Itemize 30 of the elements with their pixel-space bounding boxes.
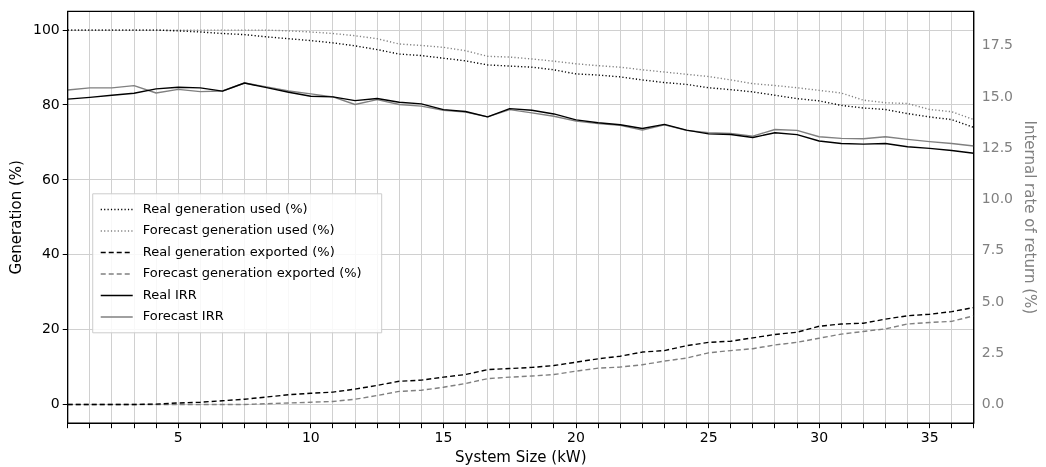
legend-label: Forecast generation used (%) bbox=[142, 222, 335, 238]
legend-label: Real generation used (%) bbox=[142, 200, 308, 216]
x-tick-label: 30 bbox=[810, 429, 829, 446]
legend-label: Real IRR bbox=[142, 286, 197, 302]
y2-tick-label: 5.0 bbox=[981, 292, 1005, 309]
y2-axis-title: Internal rate of return (%) bbox=[1021, 120, 1040, 315]
y-tick-label: 0 bbox=[50, 395, 60, 412]
legend-label: Real generation exported (%) bbox=[142, 243, 335, 259]
y-tick-label: 100 bbox=[32, 20, 60, 37]
y-tick-label: 20 bbox=[41, 320, 60, 337]
y2-tick-label: 2.5 bbox=[981, 343, 1005, 360]
y-tick-label: 60 bbox=[41, 170, 60, 187]
y-axis-title: Generation (%) bbox=[6, 160, 25, 275]
x-tick-label: 35 bbox=[920, 429, 939, 446]
x-tick-label: 15 bbox=[434, 429, 453, 446]
legend-label: Forecast generation exported (%) bbox=[142, 265, 362, 281]
legend-label: Forecast IRR bbox=[142, 308, 224, 324]
y2-tick-label: 15.0 bbox=[981, 87, 1013, 104]
x-tick-label: 5 bbox=[173, 429, 183, 446]
y2-tick-label: 17.5 bbox=[981, 36, 1013, 53]
y2-tick-label: 0.0 bbox=[981, 395, 1005, 412]
y-tick-label: 40 bbox=[41, 245, 60, 262]
x-tick-label: 25 bbox=[699, 429, 718, 446]
y2-tick-label: 7.5 bbox=[981, 241, 1005, 258]
x-tick-label: 10 bbox=[301, 429, 320, 446]
y2-tick-label: 12.5 bbox=[981, 138, 1013, 155]
x-tick-label: 20 bbox=[567, 429, 585, 446]
y-tick-label: 80 bbox=[41, 95, 60, 112]
y2-tick-label: 10.0 bbox=[981, 190, 1013, 207]
x-axis-title: System Size (kW) bbox=[455, 447, 587, 466]
